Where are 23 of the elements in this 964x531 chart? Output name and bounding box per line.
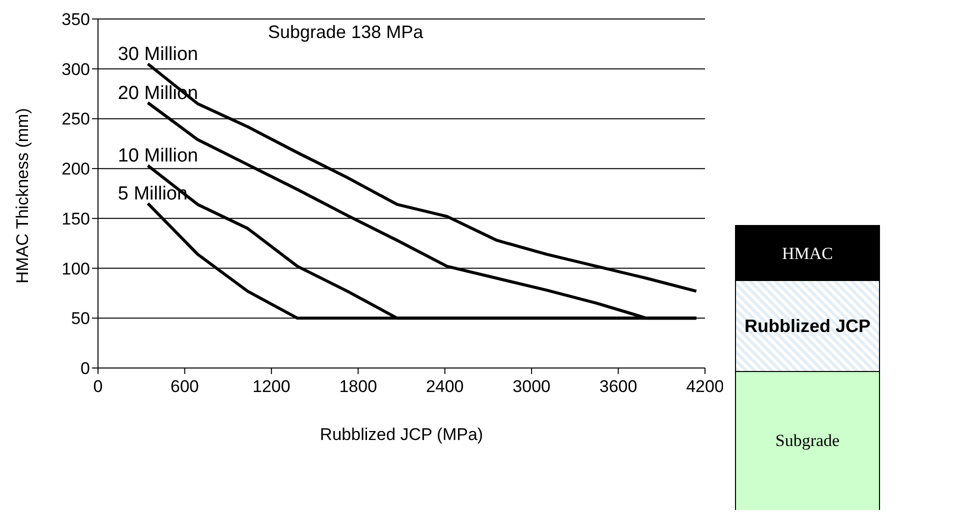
y-tick-label: 100 [62, 259, 90, 278]
x-tick-label: 4200 [686, 377, 724, 396]
x-tick-label: 3000 [512, 377, 550, 396]
y-tick-label: 300 [62, 60, 90, 79]
y-tick-label: 0 [80, 359, 90, 378]
y-tick-label: 150 [62, 209, 90, 228]
y-tick-label: 350 [62, 10, 90, 30]
x-tick-label: 600 [170, 377, 199, 396]
x-tick-label: 2400 [426, 377, 464, 396]
pavement-layers-diagram: HMAC Rubblized JCP Subgrade [735, 225, 880, 510]
y-tick-label: 200 [62, 160, 90, 179]
x-axis-title: Rubblized JCP (MPa) [320, 425, 484, 444]
x-tick-label: 1200 [252, 377, 290, 396]
y-axis-title: HMAC Thickness (mm) [13, 108, 32, 284]
series-label: 5 Million [118, 183, 188, 204]
chart-title: Subgrade 138 MPa [268, 22, 424, 43]
y-tick-label: 250 [62, 110, 90, 129]
x-tick-label: 3600 [599, 377, 638, 396]
series-label: 10 Million [118, 146, 198, 167]
series-label: 30 Million [118, 44, 198, 65]
x-tick-label: 1800 [339, 377, 378, 396]
x-tick-label: 0 [93, 377, 103, 396]
y-tick-label: 50 [71, 309, 90, 328]
